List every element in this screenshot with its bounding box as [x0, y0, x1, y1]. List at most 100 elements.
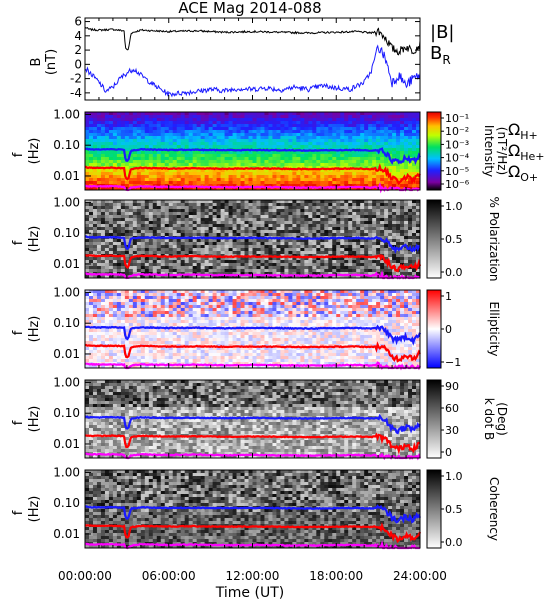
- spectrogram-cell: [392, 236, 397, 240]
- spectrogram-cell: [268, 224, 273, 228]
- spectrogram-cell: [240, 230, 245, 234]
- spectrogram-cell: [280, 221, 285, 225]
- colorbar-unit: (nT²/Hz): [495, 127, 509, 175]
- spectrogram-cell: [144, 218, 150, 222]
- spectrogram-cell: [320, 172, 325, 176]
- spectrogram-cell: [240, 142, 245, 146]
- spectrogram-cell: [192, 172, 198, 176]
- spectrogram-cell: [396, 230, 401, 234]
- spectrogram-cell: [352, 136, 357, 140]
- spectrogram-cell: [272, 221, 277, 225]
- spectrogram-cell: [92, 263, 98, 267]
- spectrogram-cell: [224, 130, 229, 134]
- spectrogram-cell: [292, 139, 297, 143]
- spectrogram-cell: [268, 154, 273, 158]
- spectrogram-cell: [112, 142, 118, 146]
- spectrogram-cell: [320, 272, 325, 276]
- spectrogram-cell: [116, 305, 122, 309]
- spectrogram-cell: [184, 245, 190, 249]
- spectrogram-cell: [344, 130, 349, 134]
- spectrogram-cell: [168, 224, 174, 228]
- spectrogram-cell: [132, 184, 138, 188]
- spectrogram-cell: [204, 227, 210, 231]
- spectrogram-cell: [340, 230, 345, 234]
- spectrogram-cell: [244, 245, 249, 249]
- spectrogram-cell: [340, 221, 345, 225]
- legend-br-main: B: [430, 43, 442, 64]
- spectrogram-cell: [168, 212, 174, 216]
- spectrogram-cell: [292, 203, 297, 207]
- spectrogram-cell: [108, 206, 114, 210]
- spectrogram-cell: [208, 181, 214, 185]
- spectrogram-cell: [336, 206, 341, 210]
- spectrogram-cell: [328, 127, 333, 131]
- spectrogram-cell: [308, 115, 313, 119]
- spectrogram-cell: [192, 200, 198, 204]
- spectrogram-cell: [85, 215, 90, 219]
- spectrogram-cell: [212, 257, 218, 261]
- spectrogram-cell: [272, 272, 277, 276]
- spectrogram-cell: [380, 245, 385, 249]
- spectrogram-cell: [264, 209, 269, 213]
- spectrogram-cell: [160, 203, 166, 207]
- spectrogram-cell: [236, 233, 241, 237]
- spectrogram-cell: [312, 154, 317, 158]
- spectrogram-cell: [116, 215, 122, 219]
- spectrogram-cell: [272, 145, 277, 149]
- spectrogram-cell: [348, 257, 353, 261]
- spectrogram-cell: [96, 181, 102, 185]
- spectrogram-cell: [372, 269, 377, 273]
- spectrogram-cell: [176, 230, 182, 234]
- spectrogram-cell: [408, 166, 413, 170]
- spectrogram-cell: [228, 175, 233, 179]
- spectrogram-cell: [188, 215, 194, 219]
- spectrogram-cell: [140, 178, 146, 182]
- spectrogram-cell: [308, 172, 313, 176]
- spectrogram-cell: [352, 257, 357, 261]
- spectrogram-cell: [348, 212, 353, 216]
- spectrogram-cell: [396, 245, 401, 249]
- spectrogram-cell: [176, 221, 182, 225]
- spectrogram-cell: [344, 163, 349, 167]
- spectrogram-cell: [400, 212, 405, 216]
- spectrogram-cell: [85, 172, 90, 176]
- spectrogram-cell: [328, 248, 333, 252]
- spectrogram-cell: [364, 203, 369, 207]
- spectrogram-cell: [316, 242, 321, 246]
- spectrogram-cell: [128, 212, 134, 216]
- spectrogram-cell: [112, 187, 118, 191]
- spectrogram-cell: [296, 251, 301, 255]
- spectrogram-cell: [320, 254, 325, 258]
- spectrogram-cell: [184, 181, 190, 185]
- spectrogram-cell: [348, 251, 353, 255]
- spectrogram-cell: [360, 206, 365, 210]
- spectrogram-cell: [216, 118, 221, 122]
- spectrogram-cell: [100, 296, 106, 300]
- spectrogram-cell: [112, 169, 118, 173]
- spectrogram-cell: [308, 218, 313, 222]
- spectrogram-cell: [104, 121, 110, 125]
- spectrogram-cell: [392, 166, 397, 170]
- spectrogram-cell: [92, 215, 98, 219]
- spectrogram-cell: [104, 299, 110, 303]
- spectrogram-cell: [336, 184, 341, 188]
- spectrogram-cell: [260, 121, 265, 125]
- spectrogram-cell: [248, 209, 253, 213]
- spectrogram-cell: [284, 163, 289, 167]
- spectrogram-cell: [204, 157, 210, 161]
- spectrogram-cell: [132, 203, 138, 207]
- spectrogram-cell: [112, 332, 118, 336]
- spectrogram-cell: [320, 139, 325, 143]
- spectrogram-cell: [136, 239, 142, 243]
- spectrogram-cell: [180, 115, 186, 119]
- spectrogram-cell: [124, 136, 130, 140]
- spectrogram-cell: [160, 263, 166, 267]
- spectrogram-cell: [116, 206, 122, 210]
- spectrogram-cell: [356, 209, 361, 213]
- spectrogram-cell: [260, 124, 265, 128]
- spectrogram-cell: [116, 130, 122, 134]
- spectrogram-cell: [376, 218, 381, 222]
- spectrogram-cell: [320, 151, 325, 155]
- spectrogram-cell: [96, 203, 102, 207]
